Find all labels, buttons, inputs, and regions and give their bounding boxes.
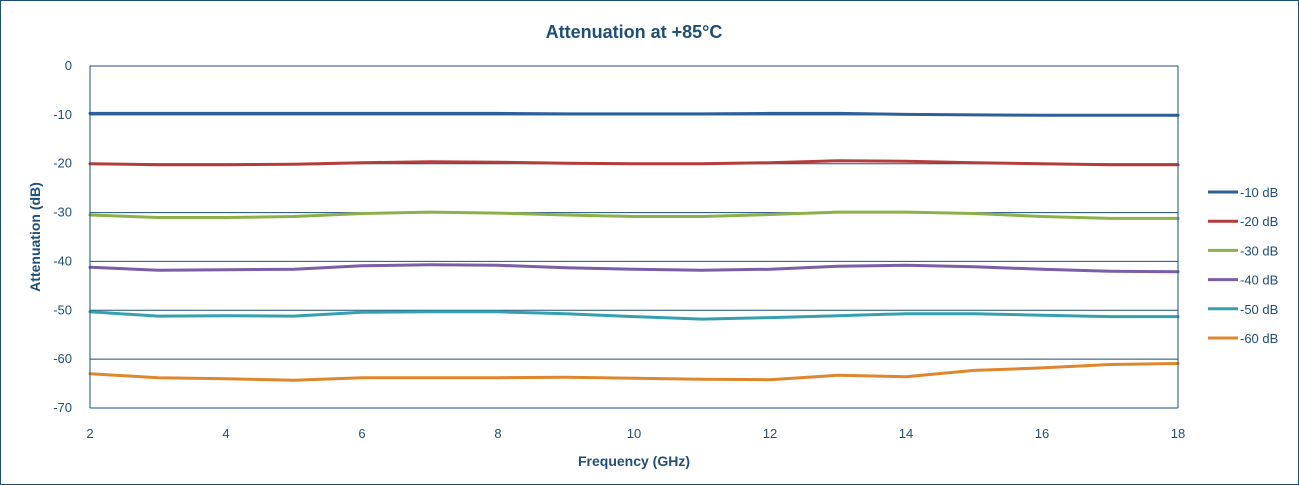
series-line — [88, 362, 1180, 382]
y-tick-label: -40 — [53, 253, 72, 268]
series-lines — [88, 111, 1180, 382]
y-tick-label: 0 — [65, 58, 72, 73]
legend-label: -10 dB — [1240, 185, 1278, 200]
axes — [89, 66, 1179, 409]
x-tick-label: 6 — [358, 426, 365, 441]
x-tick-label: 18 — [1171, 426, 1185, 441]
x-tick-label: 16 — [1035, 426, 1049, 441]
legend-label: -60 dB — [1240, 331, 1278, 346]
x-tick-label: 4 — [222, 426, 229, 441]
legend-label: -20 dB — [1240, 214, 1278, 229]
x-tick-label: 14 — [899, 426, 913, 441]
legend-label: -50 dB — [1240, 302, 1278, 317]
series-line — [88, 210, 1180, 220]
legend-label: -30 dB — [1240, 243, 1278, 258]
y-tick-label: -60 — [53, 351, 72, 366]
y-tick-label: -10 — [53, 107, 72, 122]
tick-labels: 0 -10 -20 -30 -40 -50 -60 -70 2 4 6 8 10 12 14 16 18 — [53, 58, 1185, 441]
x-axis-title: Frequency (GHz) — [578, 453, 690, 469]
y-tick-label: -70 — [53, 400, 72, 415]
chart-title: Attenuation at +85°C — [546, 22, 723, 42]
x-tick-label: 10 — [627, 426, 641, 441]
y-tick-label: -20 — [53, 156, 72, 171]
legend-label: -40 dB — [1240, 273, 1278, 288]
y-axis-title: Attenuation (dB) — [27, 182, 43, 292]
series-line — [88, 263, 1180, 274]
y-tick-label: -50 — [53, 302, 72, 317]
series-line — [88, 159, 1180, 167]
x-tick-label: 2 — [86, 426, 93, 441]
series-line — [88, 310, 1180, 321]
legend: -10 dB -20 dB -30 dB -40 dB -50 dB -60 dB — [1208, 185, 1278, 346]
x-tick-label: 8 — [494, 426, 501, 441]
x-tick-label: 12 — [763, 426, 777, 441]
gridlines — [90, 65, 1178, 409]
y-tick-label: -30 — [53, 205, 72, 220]
series-line — [88, 111, 1180, 117]
